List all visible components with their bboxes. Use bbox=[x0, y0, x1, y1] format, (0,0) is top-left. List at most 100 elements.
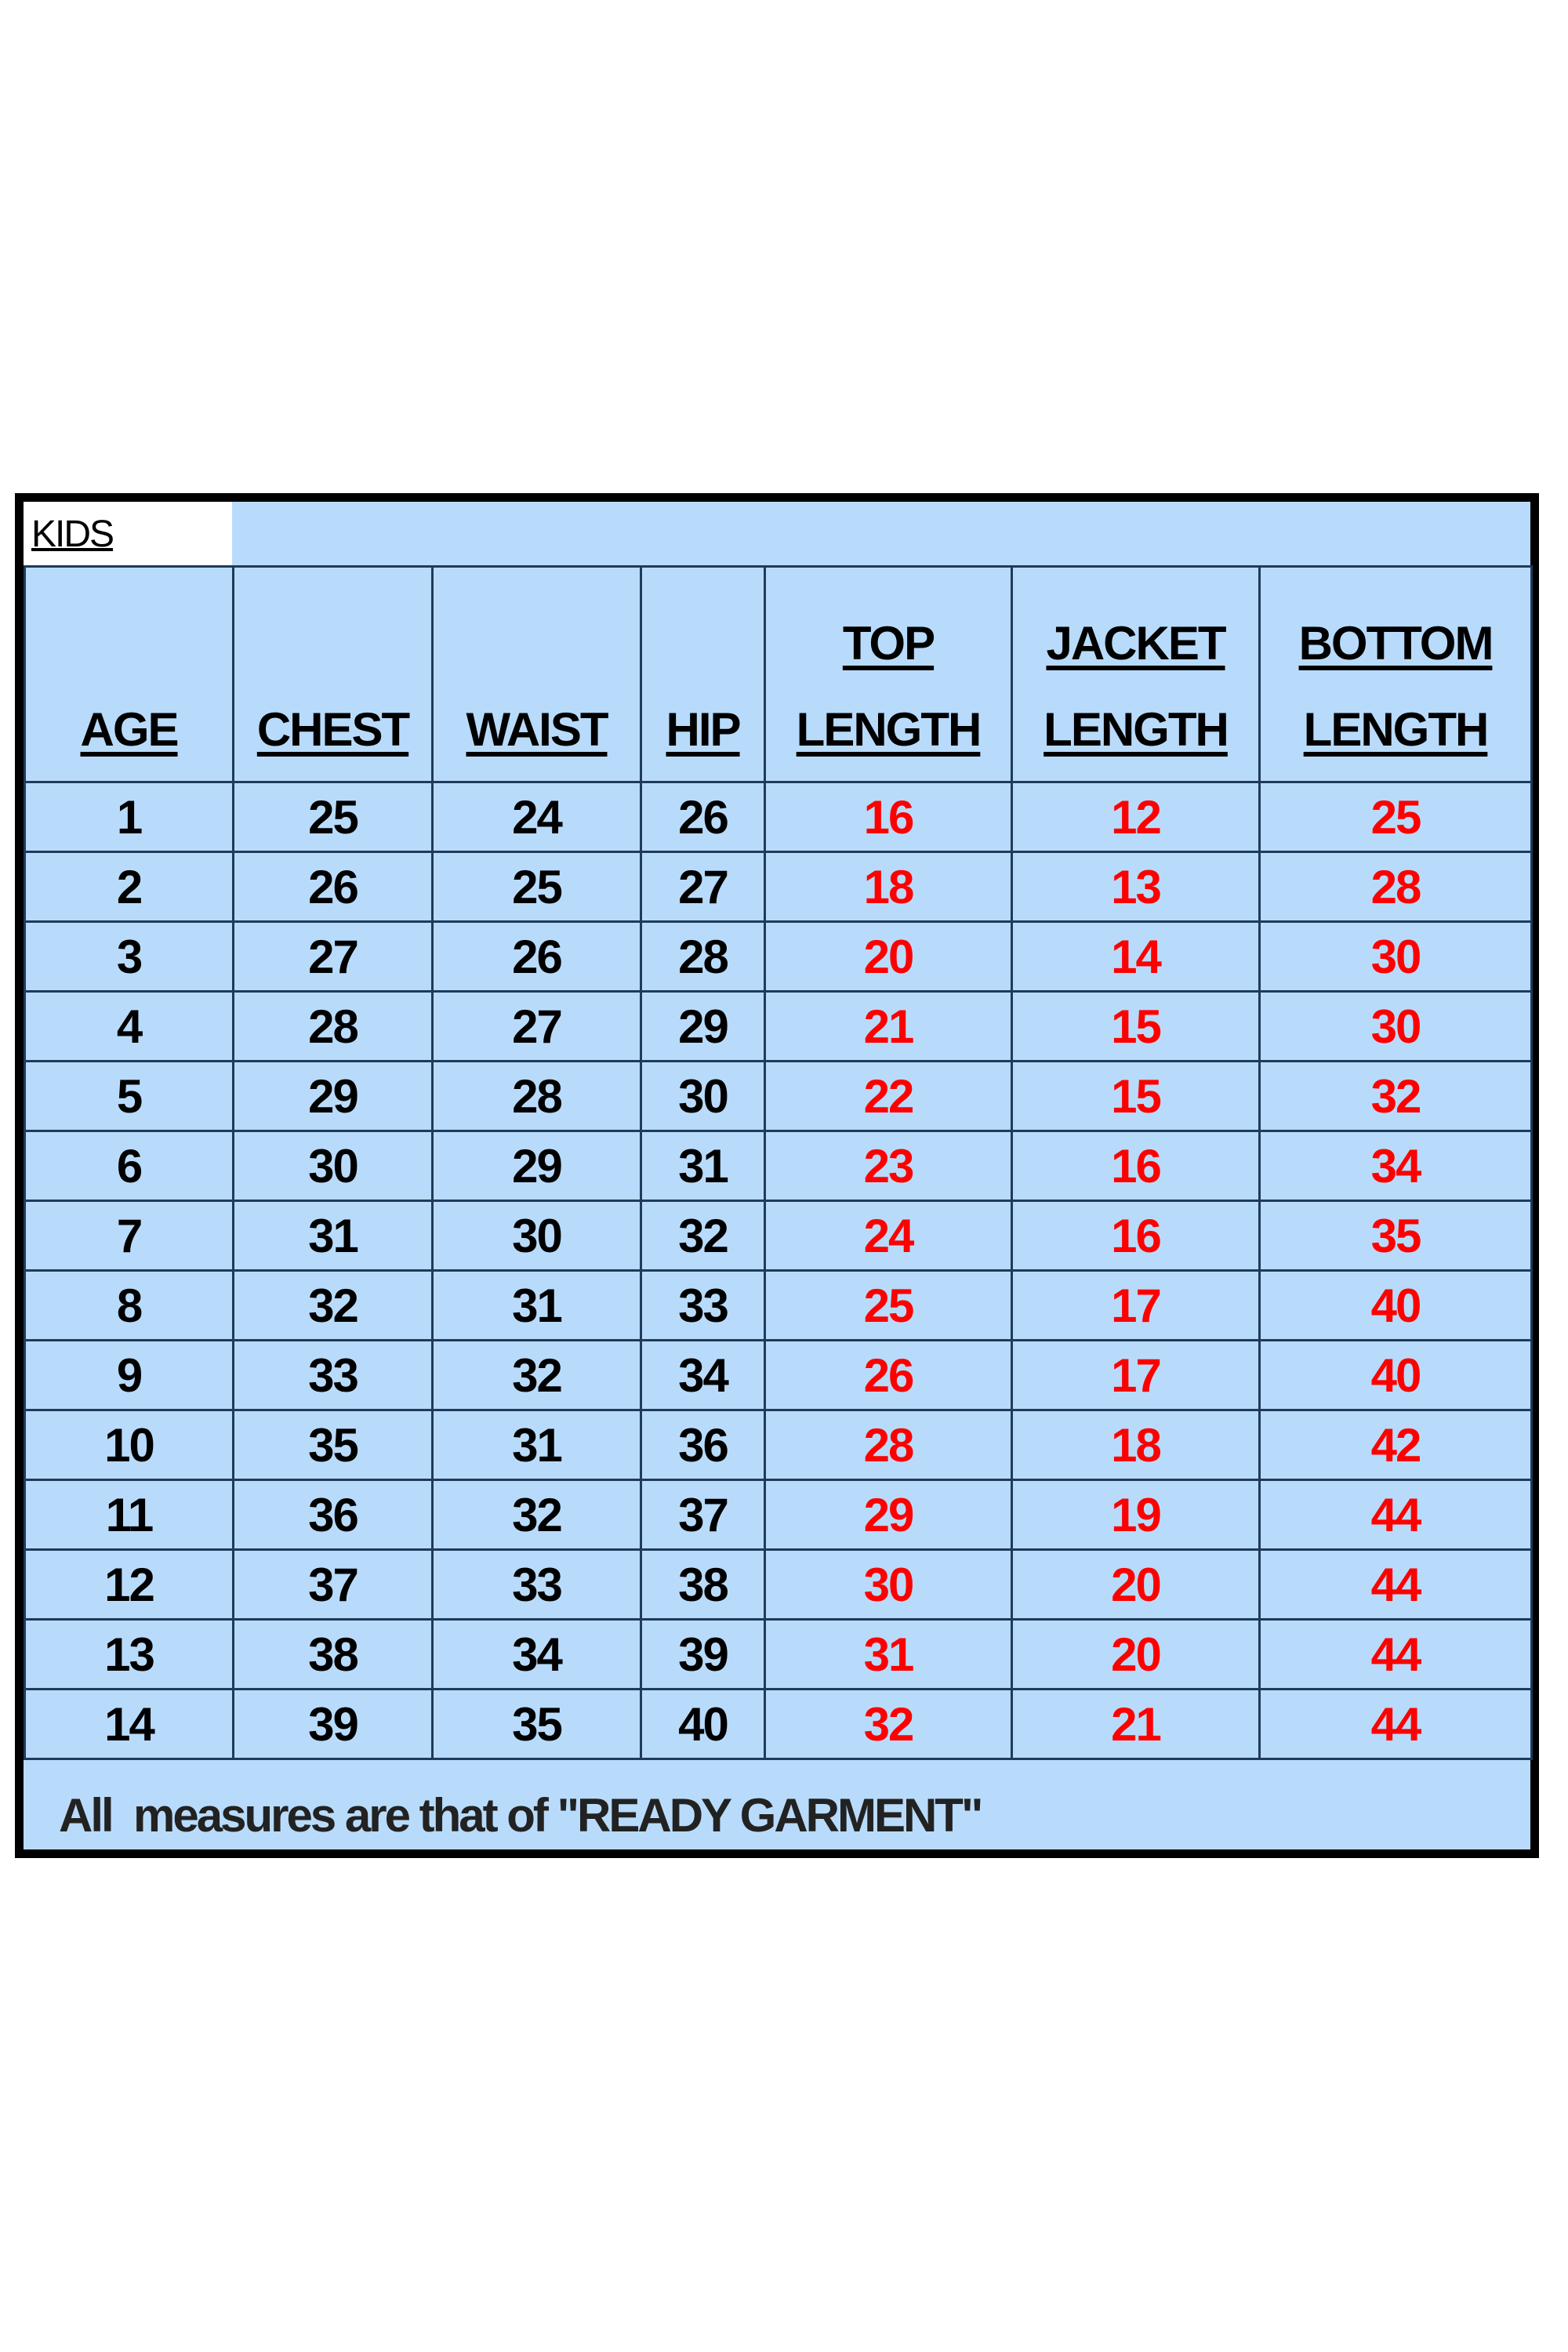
column-header-line2: LENGTH bbox=[1303, 703, 1490, 756]
table-row: 3 27 26 28 20 14 30 bbox=[24, 920, 1533, 993]
cell-waist: 29 bbox=[431, 1130, 642, 1202]
cell-top-length: 22 bbox=[764, 1060, 1013, 1132]
cell-bottom-length: 30 bbox=[1258, 920, 1533, 993]
cell-top-length: 31 bbox=[764, 1618, 1013, 1690]
column-header-chest: CHEST bbox=[232, 565, 434, 783]
cell-hip: 30 bbox=[640, 1060, 766, 1132]
cell-age: 11 bbox=[24, 1479, 234, 1551]
cell-bottom-length: 44 bbox=[1258, 1688, 1533, 1760]
cell-jacket-length: 12 bbox=[1011, 781, 1261, 853]
table-row: 6 30 29 31 23 16 34 bbox=[24, 1130, 1533, 1202]
cell-chest: 38 bbox=[232, 1618, 434, 1690]
cell-jacket-length: 20 bbox=[1011, 1548, 1261, 1621]
table-row: 12 37 33 38 30 20 44 bbox=[24, 1548, 1533, 1621]
cell-chest: 39 bbox=[232, 1688, 434, 1760]
cell-jacket-length: 18 bbox=[1011, 1409, 1261, 1481]
cell-age: 8 bbox=[24, 1269, 234, 1341]
cell-top-length: 28 bbox=[764, 1409, 1013, 1481]
column-header-top-length: TOP LENGTH bbox=[764, 565, 1013, 783]
cell-bottom-length: 44 bbox=[1258, 1618, 1533, 1690]
title-cell: KIDS bbox=[24, 502, 232, 565]
cell-chest: 33 bbox=[232, 1339, 434, 1411]
cell-hip: 26 bbox=[640, 781, 766, 853]
cell-top-length: 26 bbox=[764, 1339, 1013, 1411]
cell-bottom-length: 32 bbox=[1258, 1060, 1533, 1132]
cell-age: 14 bbox=[24, 1688, 234, 1760]
cell-hip: 37 bbox=[640, 1479, 766, 1551]
cell-top-length: 30 bbox=[764, 1548, 1013, 1621]
cell-top-length: 24 bbox=[764, 1200, 1013, 1272]
cell-bottom-length: 34 bbox=[1258, 1130, 1533, 1202]
cell-waist: 33 bbox=[431, 1548, 642, 1621]
table-row: 4 28 27 29 21 15 30 bbox=[24, 990, 1533, 1062]
cell-bottom-length: 25 bbox=[1258, 781, 1533, 853]
cell-age: 7 bbox=[24, 1200, 234, 1272]
cell-age: 13 bbox=[24, 1618, 234, 1690]
cell-hip: 29 bbox=[640, 990, 766, 1062]
cell-chest: 31 bbox=[232, 1200, 434, 1272]
cell-age: 12 bbox=[24, 1548, 234, 1621]
cell-jacket-length: 17 bbox=[1011, 1269, 1261, 1341]
cell-age: 3 bbox=[24, 920, 234, 993]
cell-waist: 31 bbox=[431, 1269, 642, 1341]
cell-chest: 26 bbox=[232, 851, 434, 923]
column-header-line2: LENGTH bbox=[1044, 703, 1229, 756]
cell-top-length: 21 bbox=[764, 990, 1013, 1062]
cell-age: 6 bbox=[24, 1130, 234, 1202]
cell-top-length: 18 bbox=[764, 851, 1013, 923]
cell-jacket-length: 14 bbox=[1011, 920, 1261, 993]
cell-top-length: 29 bbox=[764, 1479, 1013, 1551]
cell-bottom-length: 30 bbox=[1258, 990, 1533, 1062]
cell-age: 4 bbox=[24, 990, 234, 1062]
cell-age: 9 bbox=[24, 1339, 234, 1411]
cell-chest: 27 bbox=[232, 920, 434, 993]
column-header-line2: WAIST bbox=[466, 703, 609, 756]
cell-waist: 32 bbox=[431, 1479, 642, 1551]
header-row: AGE CHEST WAIST HIP TOP LENGTH JACKET LENGTH BOT… bbox=[24, 565, 1533, 783]
cell-waist: 28 bbox=[431, 1060, 642, 1132]
cell-hip: 34 bbox=[640, 1339, 766, 1411]
cell-bottom-length: 42 bbox=[1258, 1409, 1533, 1481]
cell-bottom-length: 40 bbox=[1258, 1269, 1533, 1341]
cell-chest: 29 bbox=[232, 1060, 434, 1132]
footer-row: All measures are that of "READY GARMENT" bbox=[24, 1782, 1530, 1849]
column-header-line2: HIP bbox=[666, 703, 741, 756]
table-row: 2 26 25 27 18 13 28 bbox=[24, 851, 1533, 923]
cell-chest: 36 bbox=[232, 1479, 434, 1551]
cell-waist: 26 bbox=[431, 920, 642, 993]
cell-jacket-length: 21 bbox=[1011, 1688, 1261, 1760]
cell-waist: 35 bbox=[431, 1688, 642, 1760]
cell-age: 1 bbox=[24, 781, 234, 853]
cell-waist: 27 bbox=[431, 990, 642, 1062]
cell-waist: 30 bbox=[431, 1200, 642, 1272]
table-row: 8 32 31 33 25 17 40 bbox=[24, 1269, 1533, 1341]
column-header-line1: JACKET bbox=[1046, 617, 1226, 670]
column-header-waist: WAIST bbox=[431, 565, 642, 783]
cell-top-length: 23 bbox=[764, 1130, 1013, 1202]
title-row: KIDS bbox=[24, 502, 1530, 565]
cell-hip: 33 bbox=[640, 1269, 766, 1341]
cell-jacket-length: 16 bbox=[1011, 1130, 1261, 1202]
cell-top-length: 32 bbox=[764, 1688, 1013, 1760]
cell-waist: 34 bbox=[431, 1618, 642, 1690]
column-header-bottom-length: BOTTOM LENGTH bbox=[1258, 565, 1533, 783]
cell-jacket-length: 15 bbox=[1011, 1060, 1261, 1132]
cell-chest: 25 bbox=[232, 781, 434, 853]
cell-top-length: 20 bbox=[764, 920, 1013, 993]
cell-hip: 32 bbox=[640, 1200, 766, 1272]
table-row: 7 31 30 32 24 16 35 bbox=[24, 1200, 1533, 1272]
cell-waist: 31 bbox=[431, 1409, 642, 1481]
cell-jacket-length: 15 bbox=[1011, 990, 1261, 1062]
cell-hip: 27 bbox=[640, 851, 766, 923]
size-chart: KIDS AGE CHEST WAIST HIP TOP LENGTH JACKET LENG… bbox=[15, 493, 1539, 1858]
cell-bottom-length: 40 bbox=[1258, 1339, 1533, 1411]
cell-age: 2 bbox=[24, 851, 234, 923]
column-header-line2: AGE bbox=[80, 703, 179, 756]
table-row: 11 36 32 37 29 19 44 bbox=[24, 1479, 1533, 1551]
column-header-hip: HIP bbox=[640, 565, 766, 783]
cell-top-length: 16 bbox=[764, 781, 1013, 853]
cell-jacket-length: 17 bbox=[1011, 1339, 1261, 1411]
footer-note: All measures are that of "READY GARMENT" bbox=[59, 1789, 983, 1842]
cell-hip: 39 bbox=[640, 1618, 766, 1690]
table-row: 10 35 31 36 28 18 42 bbox=[24, 1409, 1533, 1481]
